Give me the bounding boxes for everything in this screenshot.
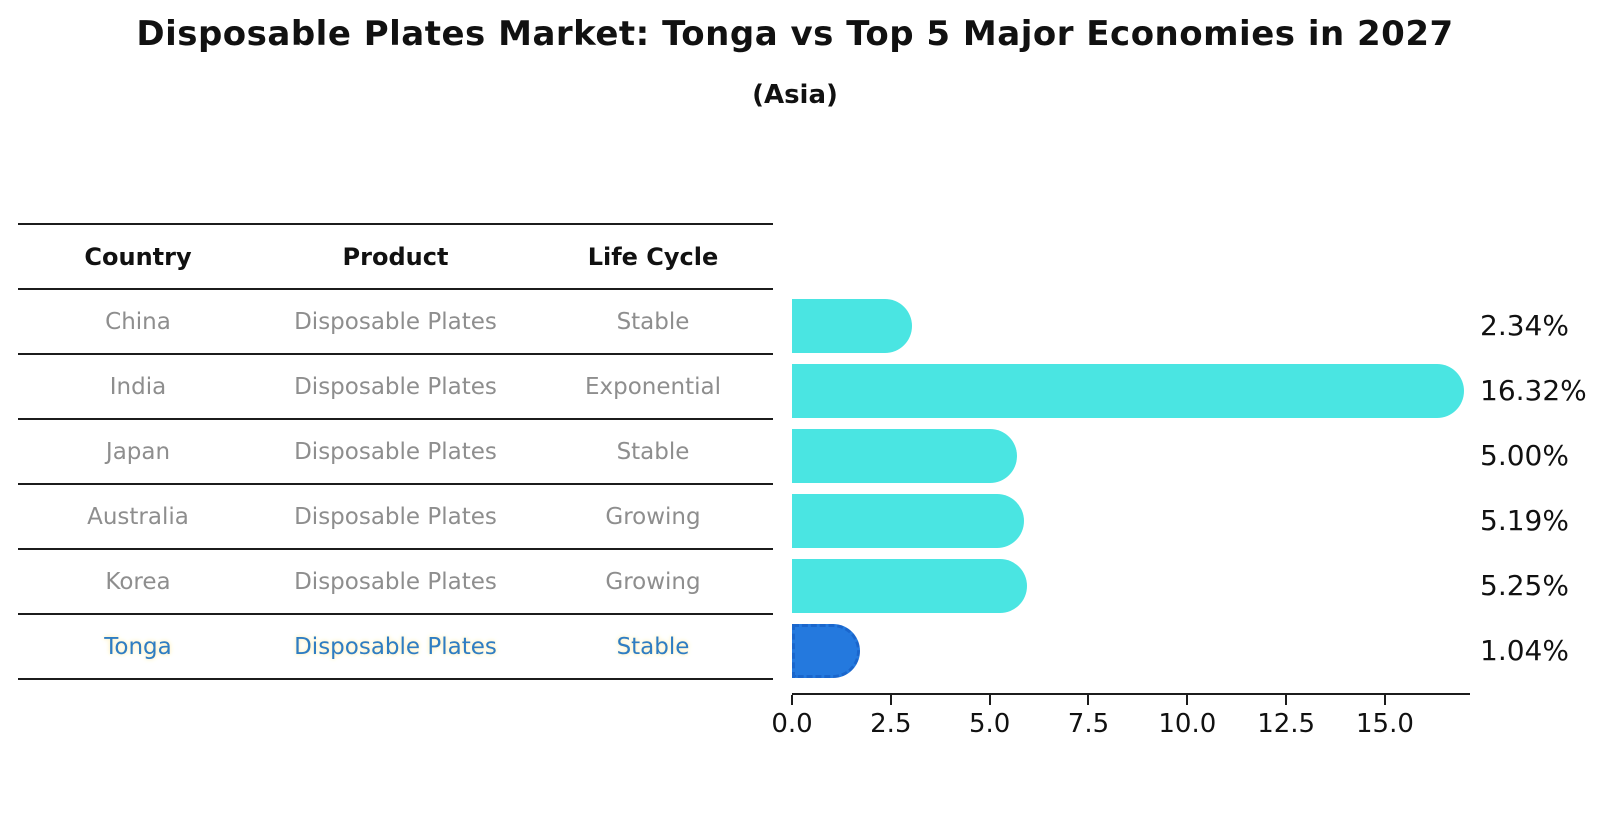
x-tick-mark	[1285, 695, 1288, 705]
country-table: Country Product Life Cycle China Disposab…	[18, 223, 773, 680]
table-row-tonga: Tonga Disposable Plates Stable	[18, 615, 773, 680]
bar-japan	[792, 429, 1017, 483]
x-tick-mark	[791, 695, 793, 705]
x-axis-line	[792, 693, 1470, 695]
lifecycle-cell: Exponential	[584, 373, 721, 400]
lifecycle-cell: Stable	[616, 633, 690, 660]
product-cell: Disposable Plates	[294, 373, 497, 400]
x-tick-label: 15.0	[1356, 709, 1414, 739]
x-tick-label: 10.0	[1158, 709, 1217, 739]
product-cell: Disposable Plates	[294, 503, 497, 530]
lifecycle-cell: Stable	[616, 438, 690, 465]
table-header-row: Country Product Life Cycle	[18, 225, 773, 290]
column-header-country: Country	[84, 242, 192, 271]
bar-australia	[792, 494, 1025, 548]
value-label-china: 2.34%	[1480, 309, 1569, 342]
chart-subtitle: (Asia)	[752, 80, 838, 110]
product-cell: Disposable Plates	[294, 308, 497, 335]
x-tick-label: 7.5	[1067, 709, 1110, 739]
table-body: China Disposable Plates Stable India Disposa…	[18, 290, 773, 680]
table-row-japan: Japan Disposable Plates Stable	[18, 420, 773, 485]
column-header-life-cycle: Life Cycle	[587, 242, 719, 271]
x-tick-label: 5.0	[968, 709, 1011, 739]
x-axis-ticks: 0.0 2.5 5.0 7.5 10.0 12.5 15.0	[771, 695, 1468, 750]
table-row-india: India Disposable Plates Exponential	[18, 355, 773, 420]
bar-india	[792, 364, 1465, 418]
value-label-tonga: 1.04%	[1480, 634, 1569, 667]
country-cell: Australia	[87, 503, 189, 530]
bar-tonga	[792, 624, 861, 678]
product-cell: Disposable Plates	[294, 633, 497, 660]
value-label-japan: 5.00%	[1480, 439, 1569, 472]
country-cell: Korea	[105, 568, 171, 595]
value-label-australia: 5.19%	[1480, 504, 1569, 537]
table-row-australia: Australia Disposable Plates Growing	[18, 485, 773, 550]
bar-china	[792, 299, 912, 353]
x-tick-mark	[889, 695, 892, 705]
value-label-korea: 5.25%	[1480, 569, 1569, 602]
x-tick-mark	[1383, 695, 1386, 705]
chart-title: Disposable Plates Market: Tonga vs Top 5…	[136, 14, 1454, 54]
x-tick-mark	[1087, 695, 1090, 705]
x-tick-mark	[1186, 695, 1189, 705]
lifecycle-cell: Growing	[605, 503, 701, 530]
table-row-korea: Korea Disposable Plates Growing	[18, 550, 773, 615]
country-cell: Japan	[105, 438, 171, 465]
value-label-india: 16.32%	[1480, 374, 1587, 407]
x-tick-label: 0.0	[771, 709, 813, 739]
lifecycle-cell: Stable	[616, 308, 690, 335]
bar-value-labels: 2.34% 16.32% 5.00% 5.19% 5.25% 1.04%	[1480, 288, 1604, 678]
table-row-china: China Disposable Plates Stable	[18, 290, 773, 355]
product-cell: Disposable Plates	[294, 568, 497, 595]
lifecycle-cell: Growing	[605, 568, 701, 595]
x-tick-mark	[988, 695, 991, 705]
country-cell: Tonga	[104, 633, 172, 660]
column-header-product: Product	[342, 242, 449, 271]
x-tick-label: 12.5	[1257, 709, 1316, 739]
bar-plot-area	[792, 288, 1468, 678]
x-tick-label: 2.5	[870, 709, 912, 739]
product-cell: Disposable Plates	[294, 438, 497, 465]
country-cell: India	[109, 373, 167, 400]
country-cell: China	[105, 308, 171, 335]
bar-korea	[792, 559, 1027, 613]
